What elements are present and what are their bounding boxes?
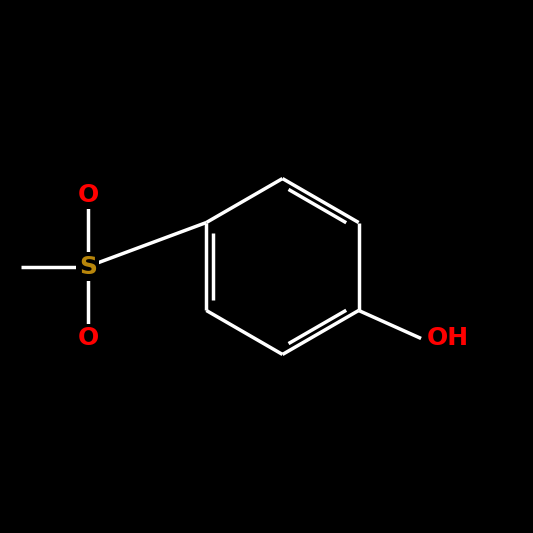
Text: S: S [79, 254, 97, 279]
Text: OH: OH [426, 326, 469, 351]
Text: O: O [77, 182, 99, 207]
Text: O: O [77, 326, 99, 351]
